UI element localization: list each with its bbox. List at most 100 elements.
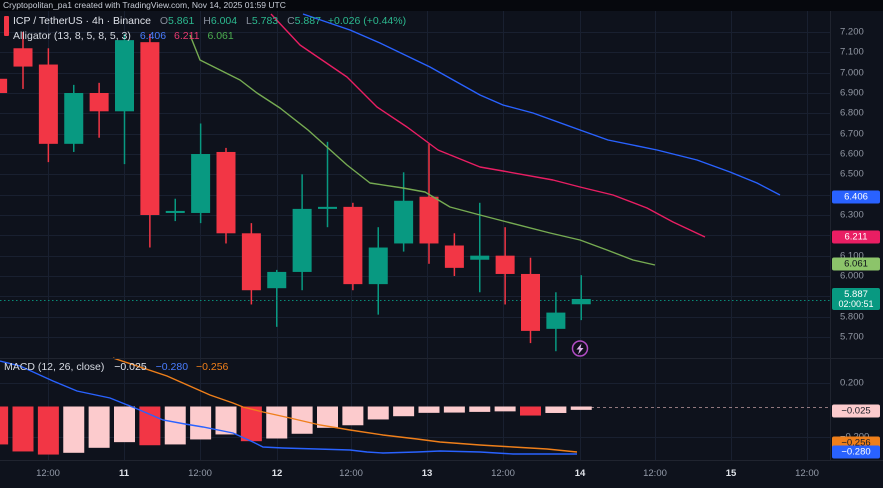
candle	[318, 206, 337, 209]
price-tag-alligator-jaw: 6.406	[832, 190, 880, 204]
candle	[165, 210, 185, 213]
candle	[495, 255, 515, 274]
price-axis-label: 6.100	[840, 250, 864, 262]
macd-line-value: −0.280	[155, 361, 189, 373]
time-label: 13	[421, 468, 433, 479]
macd-histogram-bar	[469, 406, 491, 412]
low-value: 5.783	[251, 15, 279, 27]
high-value: 6.004	[210, 15, 238, 27]
candle	[216, 151, 236, 234]
macd-histogram-bar	[342, 406, 364, 426]
legend-series-color-bar	[4, 16, 9, 36]
price-axis-label: 7.200	[840, 26, 864, 38]
candle	[521, 273, 540, 331]
time-axis[interactable]: 12:00 11 12:00 12 12:00 13 12:00 14 12:00 15 12:00	[0, 460, 883, 488]
price-tag-last-price: 5.887 02:00:51	[832, 288, 880, 310]
alligator-teeth-value: 6.211	[174, 30, 200, 42]
alligator-indicator-title[interactable]: Alligator (13, 8, 5, 8, 5, 3)	[13, 30, 131, 42]
alligator-teeth-line	[270, 13, 706, 238]
macd-histogram-bar	[114, 406, 135, 443]
candles-layer	[0, 32, 591, 352]
price-axis-label: 7.100	[840, 46, 864, 58]
close-label: C	[287, 15, 295, 27]
time-label: 12	[271, 468, 283, 479]
time-label: 12:00	[491, 468, 515, 479]
time-label: 15	[725, 468, 737, 479]
attribution-text: Cryptopolitan_pa1 created with TradingVi…	[3, 0, 286, 10]
macd-histogram-bar	[139, 406, 161, 446]
macd-legend: MACD (12, 26, close) −0.025 −0.280 −0.25…	[4, 361, 228, 373]
macd-histogram-bar	[393, 406, 415, 417]
price-tag-macd-line: −0.280	[832, 445, 880, 459]
macd-indicator-title[interactable]: MACD (12, 26, close)	[4, 361, 105, 373]
candle	[343, 206, 363, 285]
lightning-idea-marker[interactable]	[571, 340, 589, 357]
candle	[368, 247, 388, 285]
candle	[571, 298, 591, 305]
macd-histogram-bar	[317, 406, 338, 428]
alligator-jaw-value: 6.406	[139, 30, 167, 42]
price-axis[interactable]: 7.200 7.100 7.000 6.900 6.800 6.700 6.600 6.500…	[830, 11, 883, 460]
price-axis-label: 7.000	[840, 67, 864, 79]
price-axis-separator	[830, 11, 831, 460]
candle	[419, 196, 439, 244]
price-tag-macd-histogram: −0.025	[832, 404, 880, 418]
change-value: +0.026 (+0.44%)	[327, 15, 407, 27]
candle	[0, 78, 8, 93]
main-legend: ICP / TetherUS · 4h · Binance O5.861 H6.…	[4, 14, 406, 44]
macd-histogram-bar	[494, 406, 516, 412]
price-axis-label: 6.000	[840, 270, 864, 282]
price-axis-label: 5.800	[840, 311, 864, 323]
macd-histogram-bar	[37, 406, 59, 455]
candle	[292, 208, 312, 272]
candle	[394, 200, 414, 244]
countdown-timer: 02:00:51	[838, 299, 874, 309]
macd-histogram	[0, 406, 592, 455]
price-tag-alligator-teeth: 6.211	[832, 230, 880, 244]
candle	[115, 40, 134, 112]
macd-histogram-bar	[190, 406, 212, 440]
candle	[241, 233, 261, 291]
price-tag-alligator-lips: 6.061	[832, 257, 880, 271]
price-axis-label: 6.600	[840, 148, 864, 160]
price-axis-label: 5.700	[840, 331, 864, 343]
macd-signal-line	[112, 357, 578, 453]
candle	[444, 245, 464, 268]
alligator-jaw-line	[302, 13, 781, 196]
macd-macd-line	[0, 360, 577, 455]
macd-histogram-bar	[63, 406, 85, 453]
candle	[13, 48, 33, 67]
candle	[38, 64, 58, 144]
time-label: 12:00	[339, 468, 363, 479]
macd-histogram-bar	[443, 406, 465, 413]
candle	[470, 255, 490, 260]
macd-histogram-bar	[545, 406, 567, 413]
symbol-title[interactable]: ICP / TetherUS · 4h · Binance	[13, 15, 151, 27]
macd-histogram-bar	[367, 406, 389, 420]
time-label: 11	[118, 468, 130, 479]
time-label: 12:00	[795, 468, 819, 479]
time-label: 12:00	[188, 468, 212, 479]
macd-signal-value: −0.256	[195, 361, 229, 373]
macd-histogram-value: −0.025	[114, 361, 147, 373]
alligator-lips-value: 6.061	[207, 30, 234, 42]
macd-histogram-bar	[240, 406, 262, 442]
legend-row-alligator: Alligator (13, 8, 5, 8, 5, 3) 6.406 6.21…	[4, 29, 406, 44]
candle	[64, 92, 84, 144]
macd-histogram-bar	[520, 406, 541, 416]
macd-histogram-bar	[88, 406, 110, 448]
lightning-bolt-icon	[576, 343, 584, 355]
legend-row-symbol: ICP / TetherUS · 4h · Binance O5.861 H6.…	[4, 14, 406, 29]
macd-histogram-bar	[215, 406, 237, 435]
macd-histogram-bar	[12, 406, 34, 452]
macd-histogram-bar	[0, 406, 9, 445]
time-label: 12:00	[36, 468, 60, 479]
macd-histogram-bar	[570, 406, 592, 410]
price-axis-label: 0.200	[840, 377, 864, 389]
candle	[89, 92, 109, 112]
close-value: 5.887	[294, 15, 321, 27]
low-label: L	[246, 15, 252, 27]
price-axis-label: 6.800	[840, 107, 864, 119]
